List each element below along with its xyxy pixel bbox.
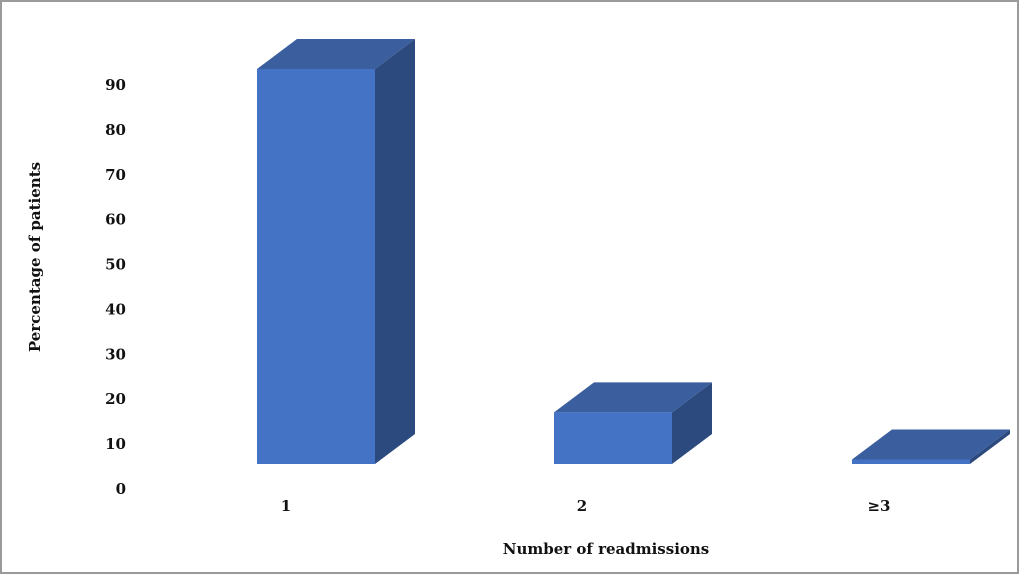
bar-top-face bbox=[852, 429, 1010, 460]
y-tick-label: 40 bbox=[105, 300, 126, 318]
y-tick-label: 20 bbox=[105, 390, 126, 408]
x-axis-ticks: 1 2 ≥3 bbox=[281, 497, 891, 515]
y-axis-ticks: 0 10 20 30 40 50 60 70 80 90 bbox=[105, 76, 126, 498]
x-tick-label: 2 bbox=[577, 497, 587, 515]
bar bbox=[554, 382, 712, 464]
bar bbox=[852, 429, 1010, 464]
bar-side-face bbox=[970, 429, 1010, 464]
bar-side-face bbox=[672, 382, 712, 464]
bar bbox=[257, 38, 415, 464]
y-tick-label: 70 bbox=[105, 166, 126, 184]
x-tick-label: 1 bbox=[281, 497, 291, 515]
y-tick-label: 50 bbox=[105, 256, 126, 274]
bar-front-face bbox=[554, 412, 672, 464]
bar-front-face bbox=[257, 68, 375, 464]
bar-front-face bbox=[852, 459, 970, 464]
y-tick-label: 0 bbox=[116, 480, 126, 498]
y-tick-label: 10 bbox=[105, 435, 126, 453]
y-tick-label: 60 bbox=[105, 211, 126, 229]
bar-top-face bbox=[257, 38, 415, 69]
y-tick-label: 80 bbox=[105, 121, 126, 139]
bar-side-face bbox=[375, 38, 415, 464]
bar-top-face bbox=[554, 382, 712, 413]
y-tick-label: 90 bbox=[105, 76, 126, 94]
y-tick-label: 30 bbox=[105, 345, 126, 363]
bars bbox=[257, 38, 1010, 464]
y-axis-title: Percentage of patients bbox=[26, 162, 44, 352]
x-axis-title: Number of readmissions bbox=[503, 540, 710, 558]
x-tick-label: ≥3 bbox=[867, 497, 890, 515]
